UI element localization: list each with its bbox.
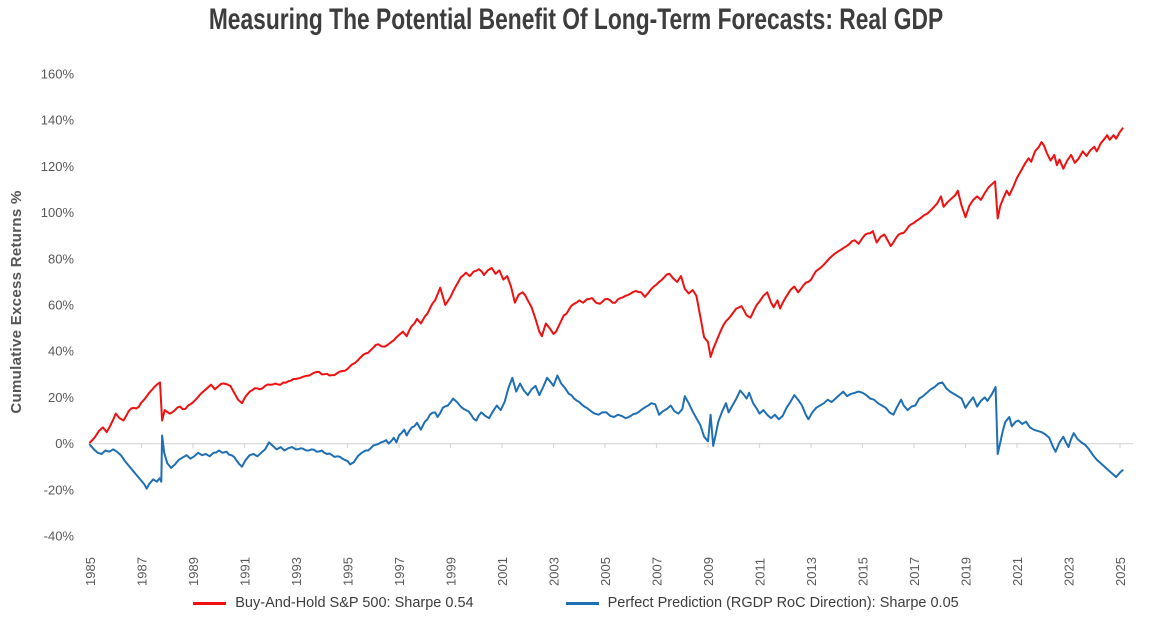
y-tick-label: 0% [55,436,74,451]
x-tick-label: 2005 [598,557,613,586]
y-tick-label: -20% [44,482,75,497]
series-line-perfect-prediction [89,374,1124,490]
x-tick-label: 1993 [289,557,304,586]
x-tick-label: 1999 [444,557,459,586]
y-tick-label: 20% [48,390,74,405]
x-tick-label: 1989 [186,557,201,586]
legend-label-buy-and-hold: Buy-And-Hold S&P 500: Sharpe 0.54 [235,595,474,611]
y-tick-label: 160% [41,67,75,82]
chart-title: Measuring The Potential Benefit Of Long-… [208,3,944,36]
x-tick-label: 2015 [856,557,871,586]
x-tick-label: 2023 [1062,557,1077,586]
y-tick-label: 80% [48,251,74,266]
x-tick-label: 1991 [238,557,253,586]
x-tick-label: 2021 [1010,557,1025,586]
legend-item-perfect-prediction: Perfect Prediction (RGDP RoC Direction):… [565,595,959,611]
series-line-buy-and-hold [89,127,1124,444]
x-tick-label: 1997 [392,557,407,586]
x-tick-label: 2025 [1113,557,1128,586]
x-tick-label: 2013 [804,557,819,586]
x-tick-label: 1987 [135,557,150,586]
x-tick-label: 2007 [650,557,665,586]
legend-item-buy-and-hold: Buy-And-Hold S&P 500: Sharpe 0.54 [193,595,474,611]
legend-line-blue [565,601,599,605]
x-tick-label: 1985 [83,557,98,586]
y-tick-label: 120% [41,159,75,174]
legend: Buy-And-Hold S&P 500: Sharpe 0.54 Perfec… [0,595,1152,611]
y-tick-label: 100% [41,205,75,220]
x-tick-label: 1995 [341,557,356,586]
x-tick-label: 2003 [547,557,562,586]
legend-line-red [193,601,227,605]
x-tick-label: 2011 [753,558,768,586]
x-tick-label: 2001 [495,557,510,586]
x-tick-label: 2019 [959,557,974,586]
legend-label-perfect-prediction: Perfect Prediction (RGDP RoC Direction):… [607,595,959,611]
y-tick-label: 40% [48,344,74,359]
x-tick-label: 2009 [701,557,716,586]
x-tick-label: 2017 [907,557,922,586]
y-tick-label: 60% [48,298,74,313]
y-axis-title: Cumulative Excess Returns % [8,190,25,413]
y-tick-label: 140% [41,113,75,128]
y-tick-label: -40% [44,529,75,544]
